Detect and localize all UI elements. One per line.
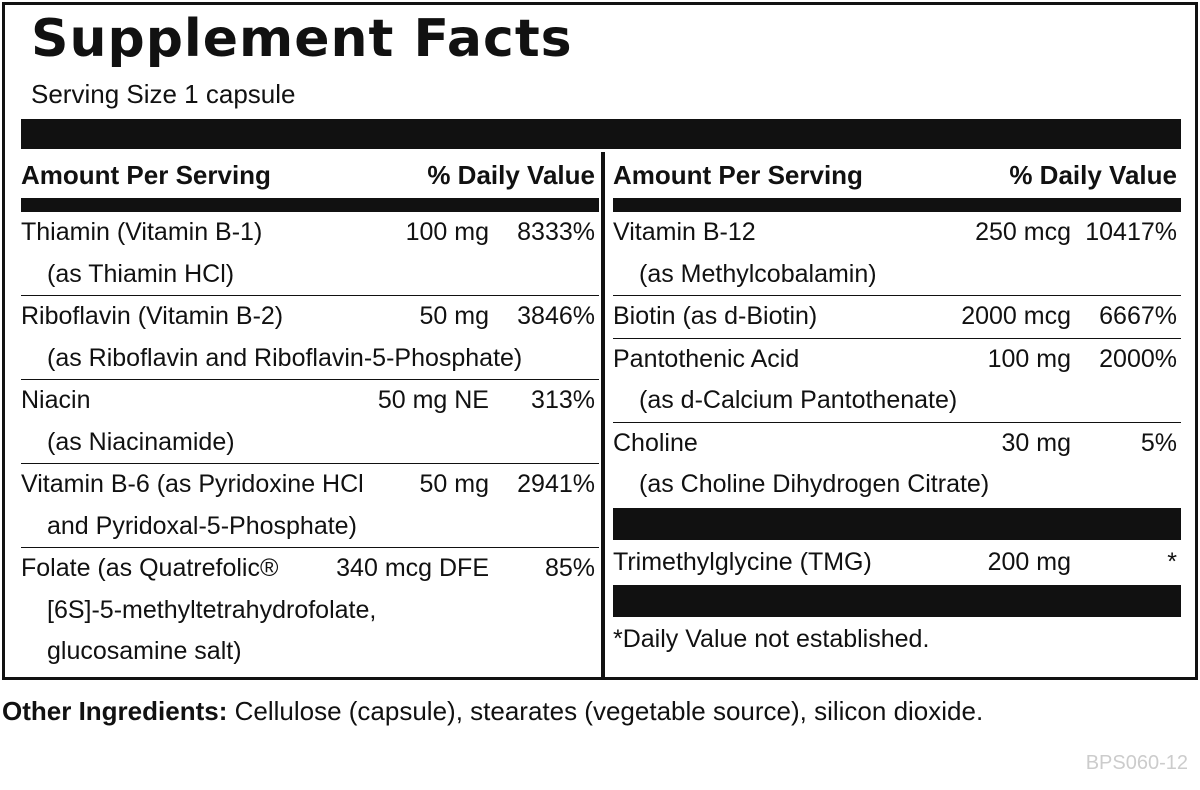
column-header: Amount Per Serving % Daily Value xyxy=(21,152,599,198)
daily-value: 313% xyxy=(531,386,595,414)
amount: 100 mg xyxy=(405,218,489,246)
product-code: BPS060-12 xyxy=(1085,752,1188,774)
nutrient-name: Thiamin (Vitamin B-1) xyxy=(21,218,263,246)
daily-value: 2000% xyxy=(1099,344,1177,373)
amount: 50 mg NE xyxy=(377,386,489,414)
header-amount: Amount Per Serving xyxy=(21,160,271,190)
separator-bar xyxy=(613,507,1181,540)
nutrient-name: Riboflavin (Vitamin B-2) xyxy=(21,302,284,330)
facts-panel: Supplement Facts Serving Size 1 capsule … xyxy=(2,2,1198,680)
nutrient-name: Trimethylglycine (TMG) xyxy=(613,547,872,576)
nutrient-name: (as Methylcobalamin) xyxy=(639,259,877,288)
nutrient-row: Vitamin B-12 (as Methylcobalamin) 250 mcg 1… xyxy=(613,212,1181,296)
nutrient-name: (as Niacinamide) xyxy=(47,427,235,456)
nutrient-name: (as Thiamin HCl) xyxy=(47,259,235,288)
nutrient-row: Biotin (as d-Biotin) 2000 mcg 6667% xyxy=(613,296,1181,339)
daily-value: 3846% xyxy=(517,302,595,330)
amount: 30 mg xyxy=(1001,428,1071,457)
header-dv: % Daily Value xyxy=(427,160,595,190)
daily-value: 6667% xyxy=(1099,302,1177,330)
rows: Trimethylglycine (TMG) 200 mg * xyxy=(613,540,1181,586)
amount: 340 mcg DFE xyxy=(336,554,489,582)
column-header: Amount Per Serving % Daily Value xyxy=(613,152,1181,198)
amount: 50 mg xyxy=(419,302,489,330)
nutrient-name: Vitamin B-12 xyxy=(613,218,756,246)
daily-value: 8333% xyxy=(517,218,595,246)
header-dv: % Daily Value xyxy=(1009,160,1177,190)
nutrient-row: Riboflavin (Vitamin B-2) (as Riboflavin a… xyxy=(21,296,599,380)
nutrient-row: Folate (as Quatrefolic® [6S]-5-methyltetr… xyxy=(21,548,599,673)
amount: 50 mg xyxy=(419,470,489,498)
nutrient-name: Choline xyxy=(613,428,698,457)
rows: Thiamin (Vitamin B-1) (as Thiamin HCl) 100… xyxy=(21,212,599,673)
column-divider xyxy=(601,152,605,679)
nutrient-name: (as d-Calcium Pantothenate) xyxy=(639,386,958,414)
header-bar xyxy=(21,119,1181,149)
daily-value: * xyxy=(1167,547,1177,576)
nutrient-name: Niacin xyxy=(21,386,91,414)
amount: 250 mcg xyxy=(975,218,1071,246)
rule xyxy=(613,198,1181,212)
nutrient-row: Niacin (as Niacinamide) 50 mg NE 313% xyxy=(21,380,599,464)
nutrient-row: Vitamin B-6 (as Pyridoxine HCl and Pyrido… xyxy=(21,464,599,548)
column: Amount Per Serving % Daily Value Thiamin (… xyxy=(21,152,599,673)
nutrient-row: Trimethylglycine (TMG) 200 mg * xyxy=(613,542,1181,584)
nutrient-name: (as Choline Dihydrogen Citrate) xyxy=(639,470,990,498)
other-ingredients: Other Ingredients: Cellulose (capsule), … xyxy=(2,696,983,727)
nutrient-name: Pantothenic Acid xyxy=(613,344,800,373)
footnote: *Daily Value not established. xyxy=(613,625,930,653)
nutrient-row: Thiamin (Vitamin B-1) (as Thiamin HCl) 100… xyxy=(21,212,599,296)
other-ingredients-label: Other Ingredients: xyxy=(2,696,228,726)
nutrient-row: Choline (as Choline Dihydrogen Citrate) 30… xyxy=(613,423,1181,506)
serving-size: Serving Size 1 capsule xyxy=(31,79,296,109)
daily-value: 85% xyxy=(544,554,595,582)
header-amount: Amount Per Serving xyxy=(613,160,863,190)
amount: 2000 mcg xyxy=(961,302,1071,330)
separator-bar xyxy=(613,585,1181,617)
nutrient-row: Pantothenic Acid (as d-Calcium Pantothena… xyxy=(613,339,1181,423)
daily-value: 2941% xyxy=(517,470,595,498)
amount: 100 mg xyxy=(987,344,1071,373)
amount: 200 mg xyxy=(987,547,1071,576)
nutrient-name: Vitamin B-6 (as Pyridoxine HCl xyxy=(21,470,364,498)
nutrient-name: Biotin (as d-Biotin) xyxy=(613,302,818,330)
daily-value: 10417% xyxy=(1085,218,1177,246)
other-ingredients-text: Cellulose (capsule), stearates (vegetabl… xyxy=(234,696,984,726)
nutrient-name: and Pyridoxal-5-Phosphate) xyxy=(47,511,357,540)
nutrient-name: [6S]-5-methyltetrahydrofolate, xyxy=(47,595,377,624)
nutrient-name: glucosamine salt) xyxy=(47,637,242,665)
daily-value: 5% xyxy=(1140,428,1177,457)
title: Supplement Facts xyxy=(31,9,573,69)
column: Amount Per Serving % Daily Value Vitamin B… xyxy=(613,152,1181,661)
nutrient-name: Folate (as Quatrefolic® xyxy=(21,554,279,582)
rows: Vitamin B-12 (as Methylcobalamin) 250 mcg 1… xyxy=(613,212,1181,506)
rule xyxy=(21,198,599,212)
nutrient-name: (as Riboflavin and Riboflavin-5-Phosphat… xyxy=(47,343,523,372)
